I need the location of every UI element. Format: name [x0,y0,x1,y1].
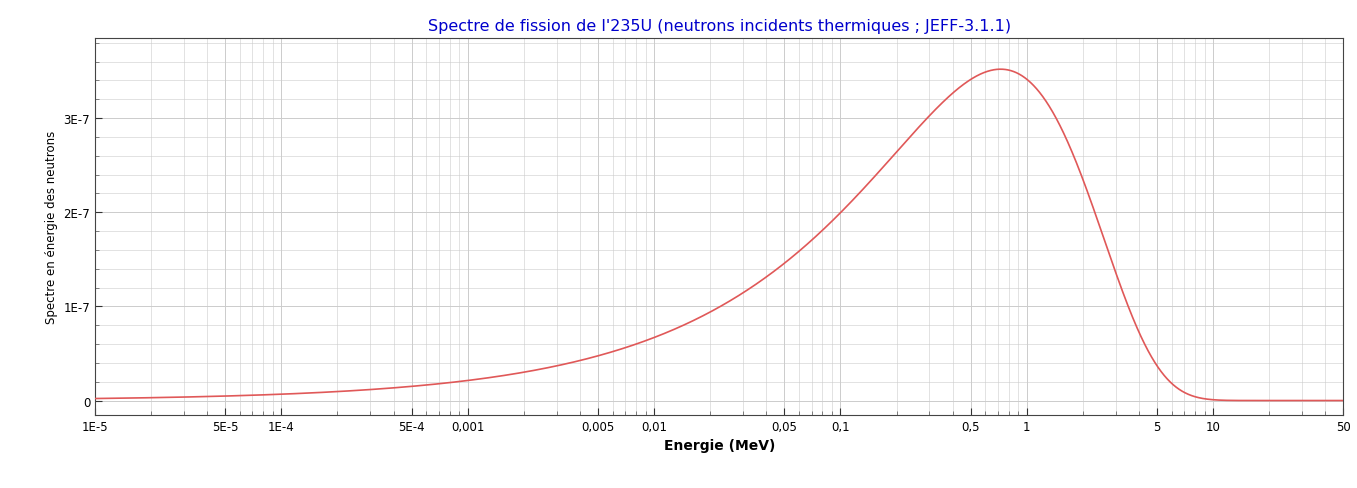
Title: Spectre de fission de l'235U (neutrons incidents thermiques ; JEFF-3.1.1): Spectre de fission de l'235U (neutrons i… [427,19,1011,34]
X-axis label: Energie (MeV): Energie (MeV) [664,438,775,452]
Y-axis label: Spectre en énergie des neutrons: Spectre en énergie des neutrons [45,130,58,324]
